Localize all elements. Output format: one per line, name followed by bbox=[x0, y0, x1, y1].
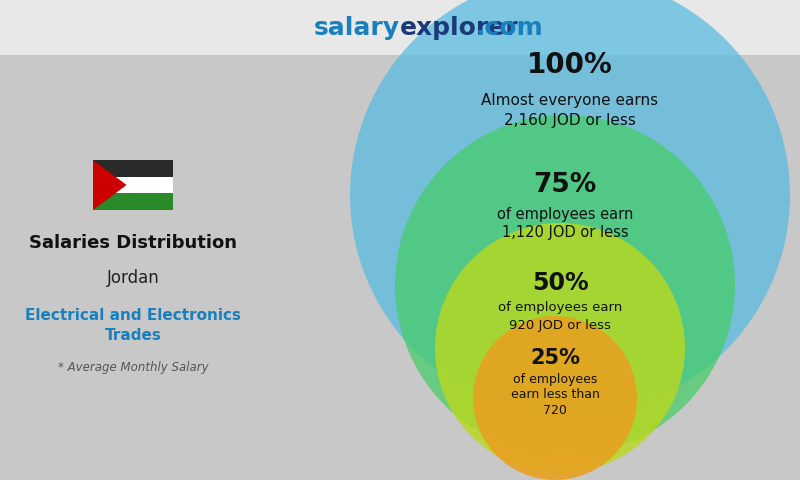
Bar bbox=[93, 193, 173, 210]
Text: of employees earn: of employees earn bbox=[497, 207, 633, 223]
Text: salary: salary bbox=[314, 16, 400, 40]
Text: Salaries Distribution: Salaries Distribution bbox=[29, 234, 237, 252]
Text: Jordan: Jordan bbox=[106, 269, 159, 287]
Bar bbox=[0, 0, 800, 55]
Text: Trades: Trades bbox=[105, 327, 162, 343]
Text: explorer: explorer bbox=[400, 16, 518, 40]
Ellipse shape bbox=[350, 0, 790, 415]
Ellipse shape bbox=[435, 223, 685, 473]
Text: 50%: 50% bbox=[532, 271, 588, 295]
Text: 100%: 100% bbox=[527, 51, 613, 79]
Bar bbox=[93, 177, 173, 193]
Text: 920 JOD or less: 920 JOD or less bbox=[509, 319, 611, 332]
Text: 1,120 JOD or less: 1,120 JOD or less bbox=[502, 226, 628, 240]
Text: earn less than: earn less than bbox=[510, 388, 599, 401]
Text: Electrical and Electronics: Electrical and Electronics bbox=[25, 308, 241, 323]
Ellipse shape bbox=[395, 115, 735, 455]
Text: * Average Monthly Salary: * Average Monthly Salary bbox=[58, 361, 208, 374]
Polygon shape bbox=[93, 160, 126, 210]
Text: 720: 720 bbox=[543, 404, 567, 417]
Text: Almost everyone earns: Almost everyone earns bbox=[482, 93, 658, 108]
Bar bbox=[93, 160, 173, 177]
Text: 75%: 75% bbox=[534, 172, 597, 198]
Ellipse shape bbox=[473, 316, 637, 480]
Text: of employees: of employees bbox=[513, 373, 597, 386]
Text: of employees earn: of employees earn bbox=[498, 301, 622, 314]
Text: .com: .com bbox=[475, 16, 542, 40]
Text: 2,160 JOD or less: 2,160 JOD or less bbox=[504, 112, 636, 128]
Text: 25%: 25% bbox=[530, 348, 580, 368]
